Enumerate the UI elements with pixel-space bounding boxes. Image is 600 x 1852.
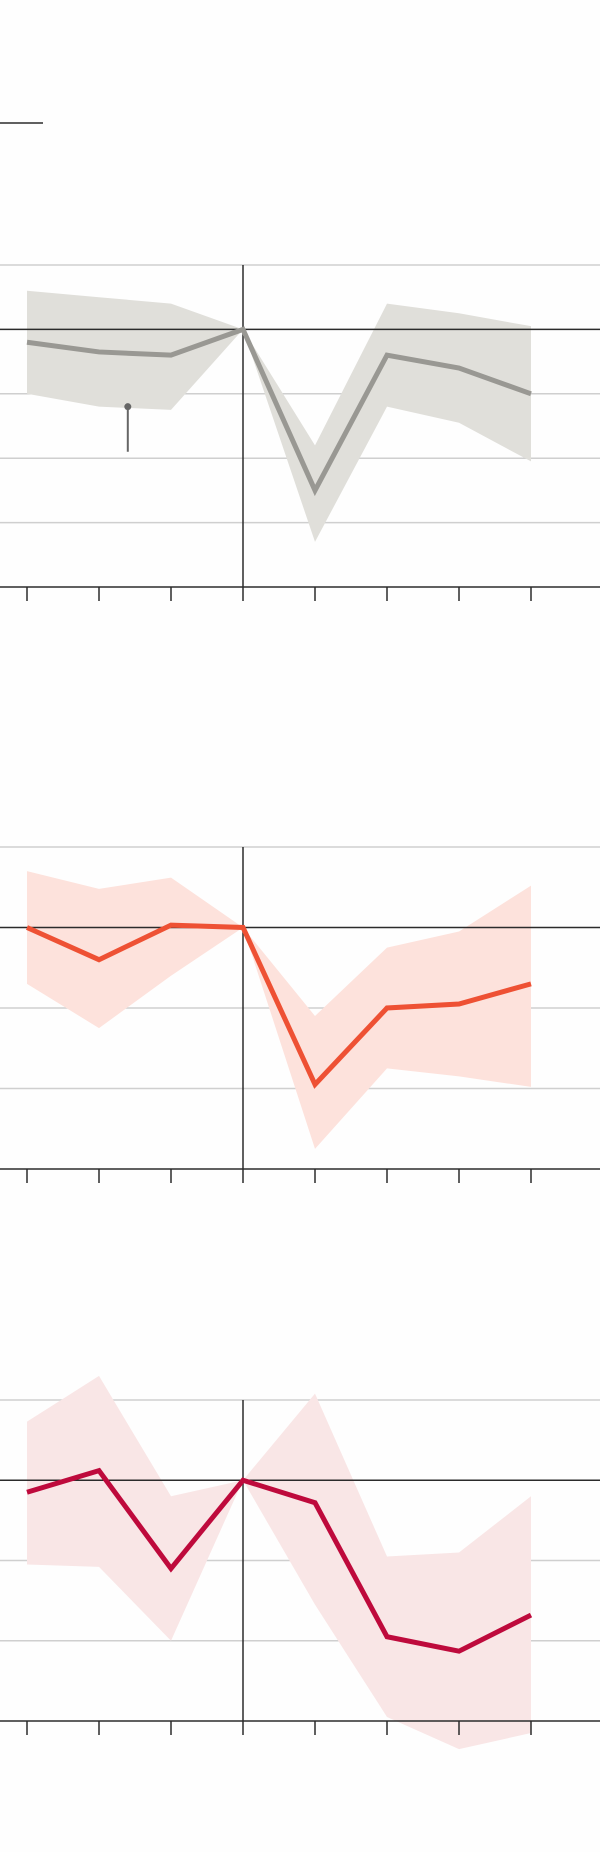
confidence-band-3 <box>27 1375 531 1750</box>
series-line-1 <box>26 326 532 497</box>
series-line-2 <box>25 922 532 1089</box>
series-line-3 <box>26 1467 533 1654</box>
annotation-pin-dot <box>124 403 132 411</box>
confidence-band-1 <box>27 290 531 542</box>
